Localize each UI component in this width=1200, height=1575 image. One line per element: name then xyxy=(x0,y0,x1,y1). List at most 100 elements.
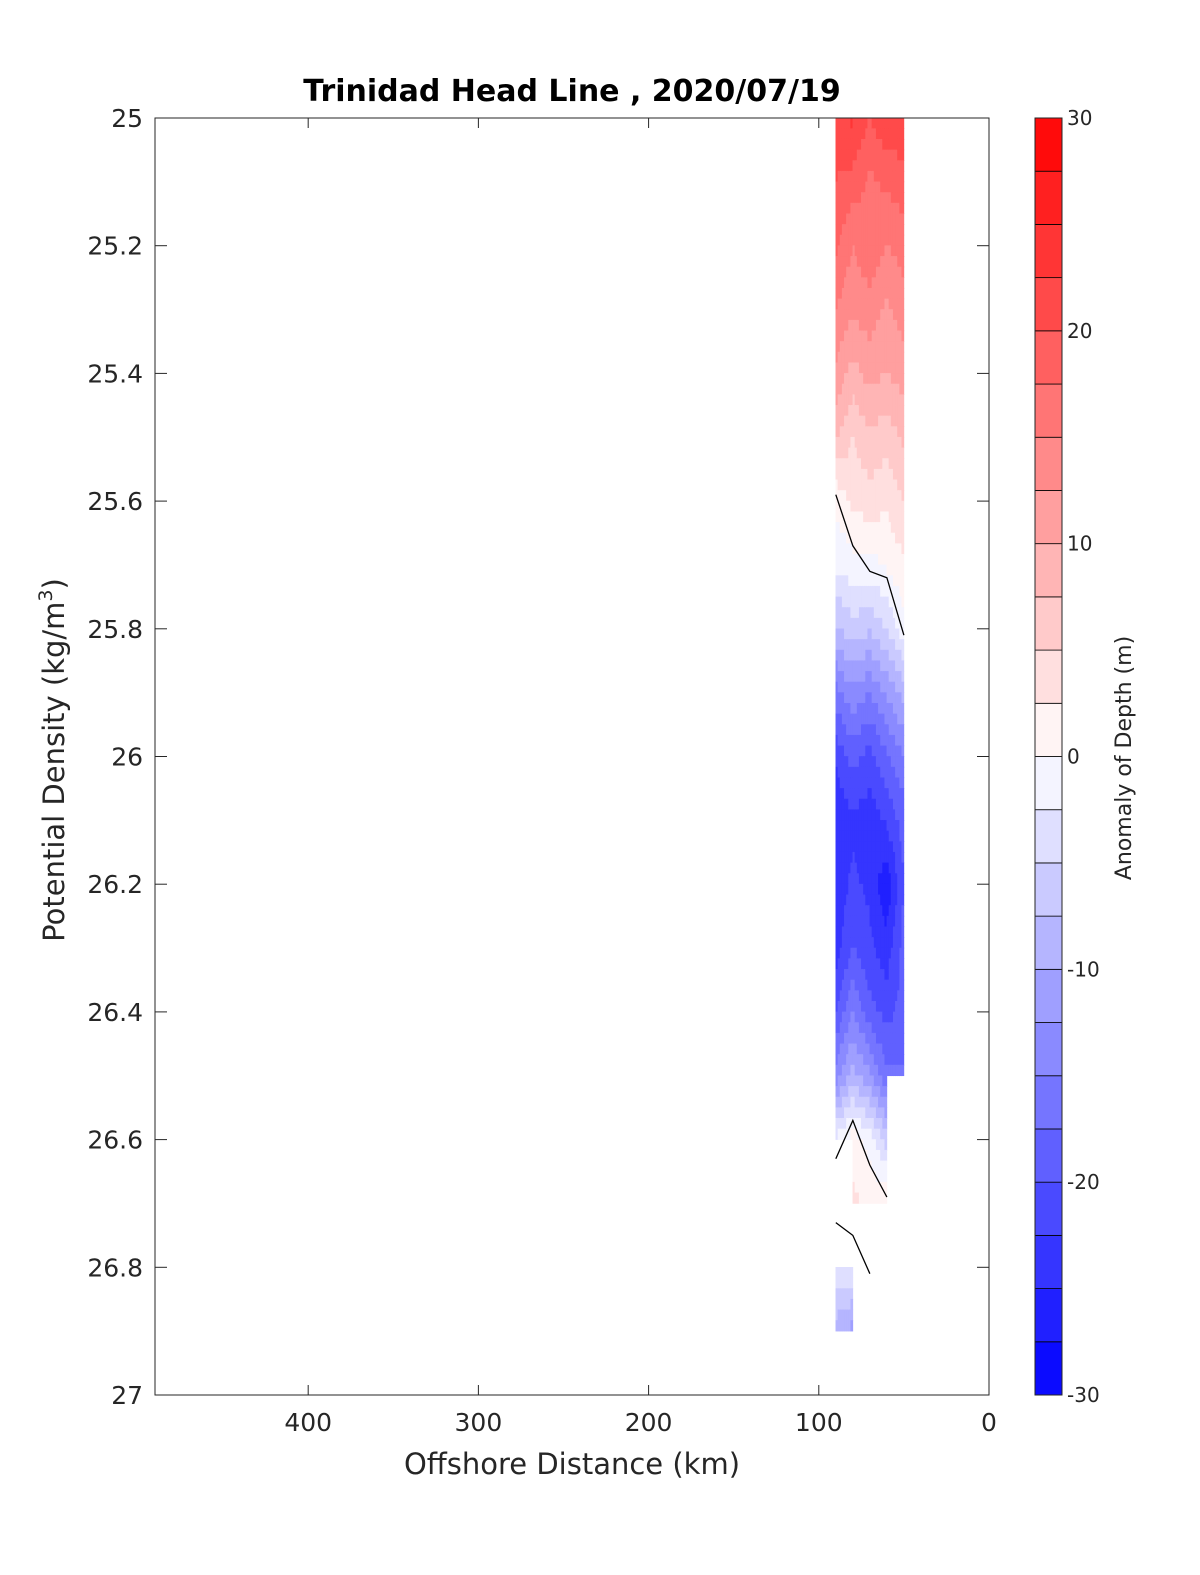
contour-cell xyxy=(835,277,839,289)
contour-cell xyxy=(861,362,864,374)
contour-cell xyxy=(863,1064,866,1077)
contour-cell xyxy=(878,319,881,332)
contour-cell xyxy=(852,1181,856,1194)
contour-cell xyxy=(878,373,881,385)
contour-cell xyxy=(892,851,896,864)
contour-cell xyxy=(888,575,892,587)
contour-cell xyxy=(871,1043,875,1055)
contour-cell xyxy=(873,915,877,928)
contour-cell xyxy=(858,1000,862,1013)
contour-cell xyxy=(841,1032,845,1045)
contour-cell xyxy=(841,862,845,874)
contour-cell xyxy=(837,564,841,576)
contour-cell xyxy=(873,1022,877,1034)
contour-cell xyxy=(848,479,852,491)
contour-cell xyxy=(882,575,886,587)
contour-cell xyxy=(878,309,881,321)
contour-cell xyxy=(861,458,864,470)
contour-cell xyxy=(888,245,892,257)
contour-cell xyxy=(848,511,852,523)
contour-cell xyxy=(897,405,900,417)
contour-cell xyxy=(835,1298,839,1311)
contour-cell xyxy=(865,1160,869,1172)
contour-cell xyxy=(861,820,864,832)
contour-cell xyxy=(846,671,849,683)
contour-cell xyxy=(873,1107,877,1119)
contour-cell xyxy=(897,713,900,725)
contour-cell xyxy=(856,234,860,246)
contour-cell xyxy=(899,213,903,225)
contour-cell xyxy=(886,798,890,811)
contour-cell xyxy=(882,734,886,747)
contour-cell xyxy=(867,585,871,598)
contour-cell xyxy=(897,766,900,779)
contour-cell xyxy=(844,692,847,704)
contour-cell xyxy=(861,575,864,587)
contour-cell xyxy=(846,522,849,534)
contour-cell xyxy=(878,979,881,991)
contour-cell xyxy=(899,373,903,385)
contour-cell xyxy=(861,564,864,576)
contour-cell xyxy=(852,681,856,693)
x-tick-label: 100 xyxy=(795,1408,843,1437)
contour-cell xyxy=(858,490,862,502)
contour-cell xyxy=(839,373,843,385)
contour-cell xyxy=(861,745,864,757)
contour-cell xyxy=(871,468,875,481)
contour-cell xyxy=(846,905,849,917)
contour-cell xyxy=(875,1075,879,1087)
contour-cell xyxy=(858,820,862,832)
contour-cell xyxy=(882,756,886,768)
contour-cell xyxy=(899,266,903,278)
contour-cell xyxy=(873,937,877,949)
contour-cell xyxy=(886,436,890,449)
contour-cell xyxy=(852,192,856,204)
contour-cell xyxy=(848,192,852,204)
contour-cell xyxy=(886,862,890,874)
contour-cell xyxy=(873,1139,877,1151)
contour-cell xyxy=(901,532,905,544)
contour-cell xyxy=(865,788,869,800)
contour-cell xyxy=(839,490,843,502)
contour-cell xyxy=(878,692,881,704)
contour-cell xyxy=(844,1054,847,1066)
contour-cell xyxy=(897,490,900,502)
contour-cell xyxy=(901,809,905,821)
contour-cell xyxy=(835,1011,839,1023)
contour-cell xyxy=(875,245,879,257)
contour-cell xyxy=(869,1000,873,1013)
contour-cell xyxy=(869,426,873,438)
contour-cell xyxy=(848,436,852,449)
contour-cell xyxy=(884,138,888,151)
contour-cell xyxy=(873,447,877,459)
contour-cell xyxy=(901,649,905,662)
contour-cell xyxy=(886,1011,890,1023)
contour-cell xyxy=(888,681,892,693)
contour-cell xyxy=(841,947,845,959)
contour-cell xyxy=(888,117,892,129)
contour-cell xyxy=(878,383,881,395)
contour-cell xyxy=(873,830,877,842)
contour-cell xyxy=(884,777,888,789)
contour-cell xyxy=(892,394,896,406)
contour-cell xyxy=(873,1000,877,1013)
contour-cell xyxy=(844,1277,847,1289)
contour-cell xyxy=(878,607,881,619)
contour-cell xyxy=(839,851,843,864)
contour-cell xyxy=(852,883,856,896)
colorbar-tick-label: -20 xyxy=(1067,1170,1100,1194)
contour-cell xyxy=(852,926,856,938)
contour-cell xyxy=(854,926,858,938)
contour-cell xyxy=(899,809,903,821)
contour-cell xyxy=(865,1064,869,1077)
contour-cell xyxy=(888,798,892,811)
contour-cell xyxy=(884,671,888,683)
contour-cell xyxy=(858,788,862,800)
contour-cell xyxy=(863,522,866,534)
contour-cell xyxy=(848,713,852,725)
contour-cell xyxy=(863,820,866,832)
contour-cell xyxy=(863,905,866,917)
contour-cell xyxy=(867,990,871,1002)
contour-cell xyxy=(839,181,843,193)
contour-cell xyxy=(839,224,843,236)
